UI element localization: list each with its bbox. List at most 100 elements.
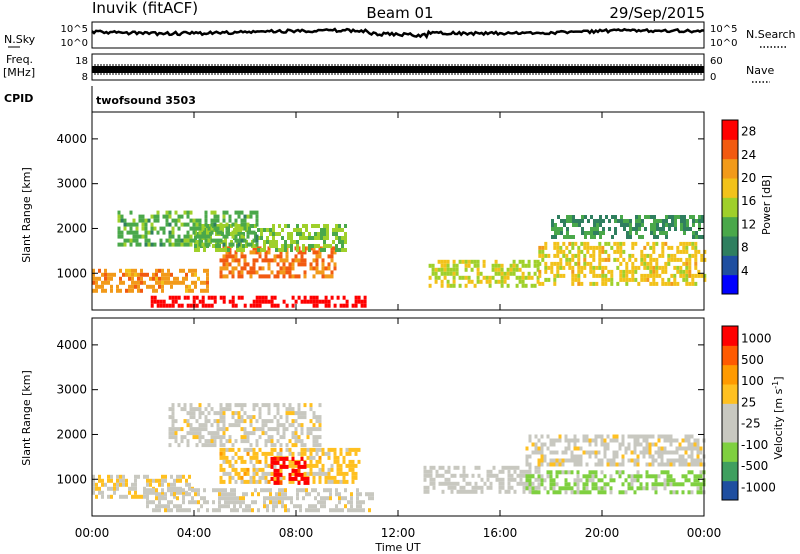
data-cell-6: [565, 261, 569, 266]
data-cell-4: [267, 411, 271, 416]
data-cell-0: [128, 268, 131, 273]
data-cell-2: [282, 266, 286, 271]
data-cell-7: [668, 223, 671, 227]
data-cell-1: [345, 471, 349, 476]
data-cell-7: [666, 434, 670, 439]
data-cell-6: [591, 482, 595, 487]
data-cell-6: [568, 241, 572, 246]
data-cell-6: [619, 277, 623, 282]
data-cell-5: [477, 473, 481, 478]
data-cell-7: [662, 231, 665, 235]
data-cell-5: [438, 481, 442, 486]
data-cell-0: [155, 288, 158, 293]
data-cell-6: [639, 482, 643, 487]
data-cell-6: [679, 249, 683, 254]
data-cell-3: [287, 496, 290, 501]
data-cell-6: [673, 277, 677, 282]
data-cell-7: [581, 215, 584, 219]
data-cell-4: [159, 226, 163, 231]
data-cell-0: [140, 276, 143, 281]
data-cell-4: [186, 242, 190, 247]
data-cell-4: [219, 407, 223, 412]
data-cell-7: [585, 434, 589, 439]
data-cell-1: [324, 479, 328, 484]
data-cell-1: [282, 475, 286, 480]
data-cell-5: [443, 275, 447, 280]
data-cell-6: [588, 478, 592, 483]
data-cell-4: [189, 218, 193, 223]
velocity-y-axis-label: Slant Range [km]: [20, 370, 33, 466]
data-cell-7: [626, 223, 629, 227]
colorbar-segment-2: [722, 442, 738, 462]
data-cell-1: [243, 447, 247, 452]
data-cell-6: [696, 490, 700, 495]
data-cell-3: [338, 496, 341, 501]
data-cell-3: [146, 504, 149, 509]
data-cell-7: [581, 227, 584, 231]
data-cell-1: [354, 295, 358, 300]
data-cell-3: [284, 240, 287, 244]
data-cell-7: [543, 454, 547, 459]
data-cell-6: [556, 261, 560, 266]
data-cell-5: [501, 485, 505, 490]
data-cell-3: [287, 236, 290, 240]
data-cell-0: [200, 280, 203, 285]
data-cell-7: [576, 462, 580, 467]
data-cell-4: [183, 210, 187, 215]
data-cell-6: [648, 474, 652, 479]
data-cell-3: [293, 240, 296, 244]
data-cell-6: [543, 486, 547, 491]
data-cell-7: [612, 434, 616, 439]
data-cell-6: [658, 253, 662, 258]
data-cell-1: [150, 303, 154, 308]
data-cell-7: [636, 442, 640, 447]
data-cell-4: [264, 443, 268, 448]
data-cell-1: [228, 475, 232, 480]
data-cell-5: [440, 267, 444, 272]
data-cell-5: [476, 271, 480, 276]
data-cell-6: [682, 241, 686, 246]
data-cell-6: [547, 265, 551, 270]
data-cell-6: [654, 490, 658, 495]
data-cell-4: [258, 415, 262, 420]
data-cell-6: [612, 478, 616, 483]
data-cell-2: [297, 258, 301, 263]
data-cell-2: [273, 468, 277, 473]
data-cell-7: [699, 450, 703, 455]
data-cell-4: [129, 230, 133, 235]
data-cell-4: [123, 222, 127, 227]
data-cell-0: [131, 268, 134, 273]
data-cell-4: [222, 411, 226, 416]
data-cell-6: [666, 478, 670, 483]
data-cell-5: [447, 465, 451, 470]
data-cell-7: [603, 438, 607, 443]
data-cell-6: [592, 245, 596, 250]
data-cell-2: [285, 270, 289, 275]
data-cell-3: [338, 240, 341, 244]
data-cell-7: [534, 446, 538, 451]
data-cell-4: [237, 242, 241, 247]
data-cell-1: [255, 295, 259, 300]
data-cell-7: [558, 462, 562, 467]
data-cell-4: [204, 407, 208, 412]
data-cell-3: [248, 228, 251, 232]
data-cell-1: [231, 467, 235, 472]
data-cell-7: [546, 446, 550, 451]
data-cell-2: [270, 258, 274, 263]
colorbar-tick-7: -1000: [741, 480, 776, 494]
data-cell-3: [263, 496, 266, 501]
data-cell-4: [264, 439, 268, 444]
data-cell-5: [437, 259, 441, 264]
data-cell-6: [619, 261, 623, 266]
data-cell-4: [135, 222, 139, 227]
data-cell-1: [252, 463, 256, 468]
data-cell-7: [599, 235, 602, 239]
y-tick-label-2: 3000: [56, 177, 87, 191]
data-cell-1: [351, 475, 355, 480]
data-cell-1: [318, 467, 322, 472]
data-cell-6: [606, 482, 610, 487]
data-cell-5: [522, 469, 526, 474]
data-cell-7: [639, 450, 643, 455]
data-cell-6: [604, 241, 608, 246]
data-cell-4: [318, 419, 322, 424]
